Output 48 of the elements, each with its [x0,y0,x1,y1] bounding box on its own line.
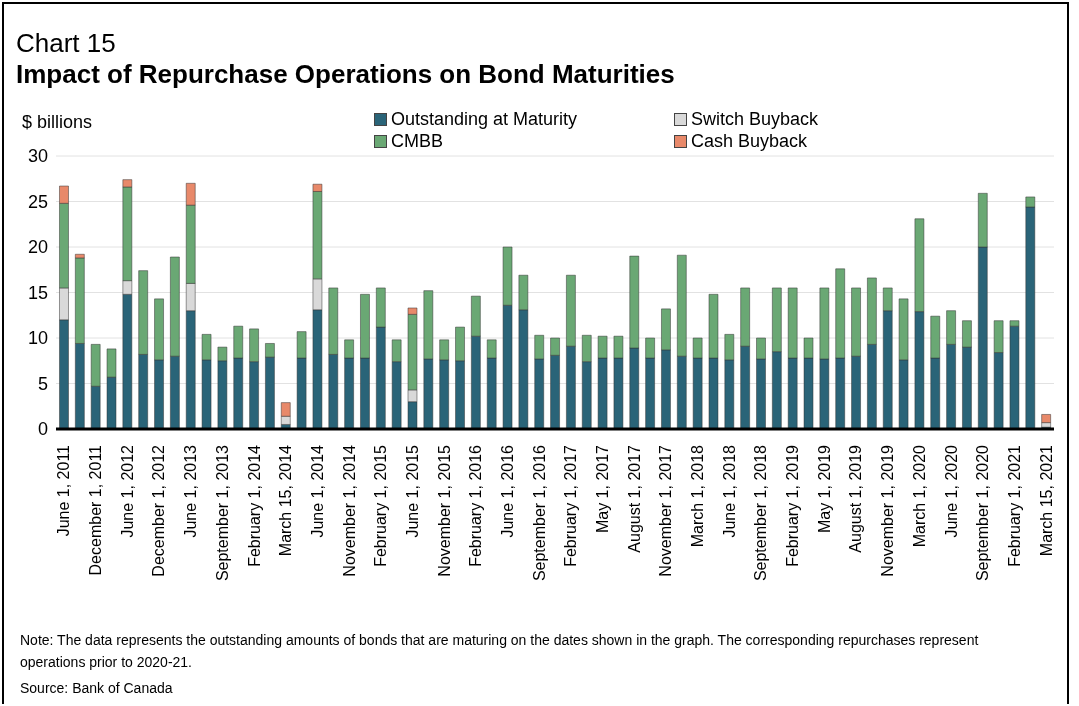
x-tick-label: August 1, 2019 [847,444,865,553]
legend-label: Outstanding at Maturity [391,108,578,130]
legend-label: CMBB [391,130,444,152]
x-tick-label: June 1, 2014 [308,444,326,538]
x-tick-label: June 1, 2011 [55,444,73,537]
x-tick-label: March 15, 2021 [1037,444,1055,557]
x-tick-label: February 1, 2021 [1005,444,1023,567]
y-tick-label: 0 [37,419,48,440]
x-tick-label: September 1, 2013 [213,444,231,582]
x-tick-label: August 1, 2017 [625,444,643,553]
x-tick-label: September 1, 2018 [752,444,770,582]
x-tick-label: June 1, 2020 [942,444,960,538]
y-tick-label: 5 [37,373,48,394]
x-tick-label: June 1, 2016 [498,444,516,538]
x-tick-label: February 1, 2019 [784,444,802,567]
source-note: Source: Bank of Canada [20,679,174,698]
x-tick-label: May 1, 2019 [815,444,833,534]
x-tick-label: June 1, 2015 [403,444,421,538]
x-tick-label: March 1, 2020 [910,444,928,548]
x-tick-label: November 1, 2014 [340,444,358,577]
x-tick-label: February 1, 2016 [467,444,485,567]
x-tick-label: December 1, 2012 [150,444,168,577]
legend-label: Cash Buyback [691,130,808,152]
chart-subtitle: Impact of Repurchase Operations on Bond Maturities [16,59,676,90]
x-tick-label: February 1, 2014 [245,444,263,567]
y-tick-label: 10 [27,328,48,349]
y-tick-label: 15 [27,282,48,303]
x-tick-label: March 15, 2014 [277,444,295,557]
legend-label: Switch Buyback [691,108,819,130]
x-tick-label: February 1, 2015 [372,444,390,567]
y-tick-label: 30 [27,146,48,167]
x-tick-label: December 1, 2011 [87,444,105,576]
x-tick-label: June 1, 2018 [720,444,738,538]
y-tick-label: 20 [27,237,48,258]
x-tick-label: February 1, 2017 [562,444,580,567]
x-tick-label: June 1, 2013 [182,444,200,538]
y-axis-title: $ billions [22,112,93,133]
x-tick-label: May 1, 2017 [594,444,612,534]
chart-title: Chart 15 [16,28,117,59]
x-tick-label: September 1, 2016 [530,444,548,582]
x-tick-label: November 1, 2017 [657,444,675,577]
x-tick-label: November 1, 2015 [435,444,453,577]
x-tick-label: June 1, 2012 [118,444,136,538]
x-tick-label: March 1, 2018 [689,444,707,548]
text: Note: The data represents the outstanding amounts of bonds that are maturing on the dates shown in the graph. The corresponding repurchases represent operations prior to 2020-21. [20,631,980,672]
x-tick-label: November 1, 2019 [879,444,897,577]
x-tick-label: September 1, 2020 [974,444,992,582]
y-tick-label: 25 [27,191,48,212]
